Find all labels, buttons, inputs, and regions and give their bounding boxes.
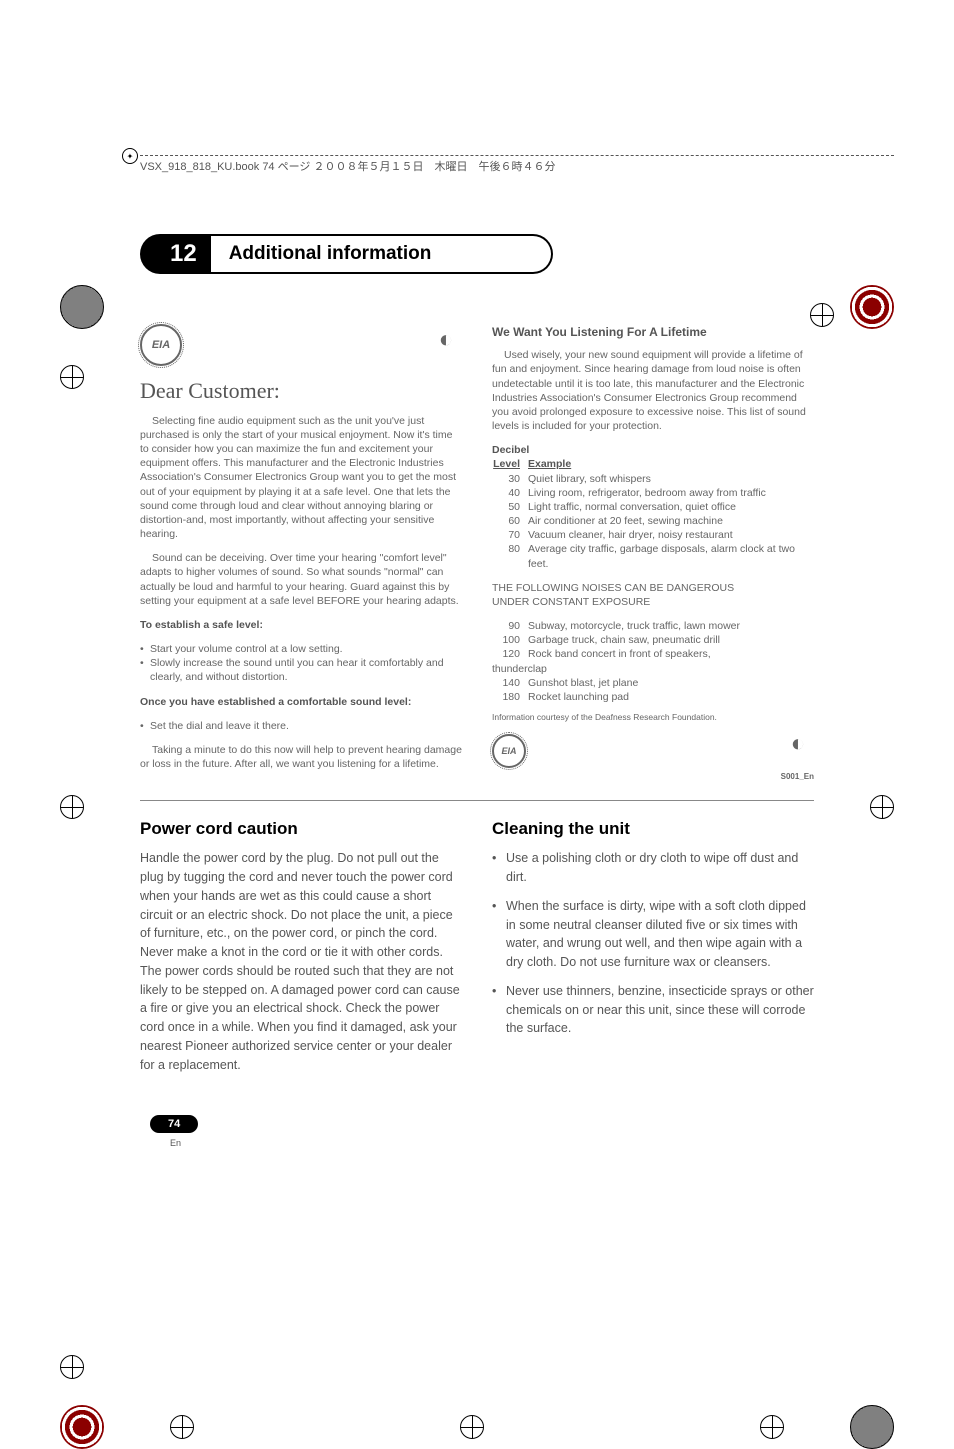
print-mark-target bbox=[60, 795, 84, 819]
table-row: 30 Quiet library, soft whispers bbox=[492, 472, 814, 486]
decibel-level: 90 bbox=[492, 619, 520, 633]
decibel-level: 40 bbox=[492, 486, 520, 500]
chapter-title: Additional information bbox=[211, 234, 554, 274]
table-row: 180 Rocket launching pad bbox=[492, 690, 814, 704]
decibel-label: Decibel bbox=[492, 443, 814, 457]
list-item: Set the dial and leave it there. bbox=[140, 719, 462, 733]
print-header-text: VSX_918_818_KU.book 74 ページ ２００８年５月１５日 木曜… bbox=[140, 158, 555, 174]
print-mark-target bbox=[870, 795, 894, 819]
page-footer: 74 En bbox=[150, 1114, 954, 1151]
table-row: 70 Vacuum cleaner, hair dryer, noisy rest… bbox=[492, 528, 814, 542]
dc-paragraph-2: Sound can be deceiving. Over time your h… bbox=[140, 551, 462, 608]
cleaning-list: Use a polishing cloth or dry cloth to wi… bbox=[492, 849, 814, 1038]
cleaning-section: Cleaning the unit Use a polishing cloth … bbox=[492, 819, 814, 1074]
column-left: EIA ◐ Dear Customer: Selecting fine audi… bbox=[140, 324, 462, 782]
danger-line-2: UNDER CONSTANT EXPOSURE bbox=[492, 595, 814, 609]
establish-list: Start your volume control at a low setti… bbox=[140, 642, 462, 685]
decibel-level: 140 bbox=[492, 676, 520, 690]
decibel-level: 180 bbox=[492, 690, 520, 704]
section-divider bbox=[140, 800, 814, 801]
salutation: Dear Customer: bbox=[140, 376, 462, 406]
list-item: Use a polishing cloth or dry cloth to wi… bbox=[492, 849, 814, 887]
table-row: 100 Garbage truck, chain saw, pneumatic d… bbox=[492, 633, 814, 647]
print-mark-mesh bbox=[60, 285, 104, 329]
table-row: 50 Light traffic, normal conversation, qu… bbox=[492, 500, 814, 514]
table-row: 40 Living room, refrigerator, bedroom awa… bbox=[492, 486, 814, 500]
power-cord-body: Handle the power cord by the plug. Do no… bbox=[140, 849, 462, 1074]
decibel-example: Vacuum cleaner, hair dryer, noisy restau… bbox=[528, 528, 814, 542]
decibel-example: Average city traffic, garbage disposals,… bbox=[528, 542, 814, 570]
establish-heading: To establish a safe level: bbox=[140, 618, 462, 632]
list-item: Never use thinners, benzine, insecticide… bbox=[492, 982, 814, 1038]
comfortable-heading: Once you have established a comfortable … bbox=[140, 695, 462, 709]
print-mark-target bbox=[170, 1415, 194, 1439]
print-mark-target bbox=[60, 365, 84, 389]
decibel-example: Rock band concert in front of speakers, bbox=[528, 647, 814, 661]
decibel-level: 80 bbox=[492, 542, 520, 570]
listening-heading: We Want You Listening For A Lifetime bbox=[492, 324, 814, 340]
decibel-example: Living room, refrigerator, bedroom away … bbox=[528, 486, 814, 500]
level-header: Level bbox=[492, 457, 520, 471]
decibel-level: 30 bbox=[492, 472, 520, 486]
decibel-example: Quiet library, soft whispers bbox=[528, 472, 814, 486]
footnote: Information courtesy of the Deafness Res… bbox=[492, 712, 814, 723]
table-row: 60 Air conditioner at 20 feet, sewing mac… bbox=[492, 514, 814, 528]
decibel-level: 70 bbox=[492, 528, 520, 542]
chapter-number: 12 bbox=[140, 234, 211, 274]
print-mark-target bbox=[460, 1415, 484, 1439]
eia-logo-small-icon: EIA bbox=[492, 734, 526, 768]
book-icon bbox=[122, 148, 138, 164]
table-row: 120 Rock band concert in front of speaker… bbox=[492, 647, 814, 661]
print-mark-ring bbox=[60, 1405, 104, 1449]
column-right: We Want You Listening For A Lifetime Use… bbox=[492, 324, 814, 782]
decibel-table-header: Level Example bbox=[492, 457, 814, 471]
print-mark-mesh bbox=[850, 1405, 894, 1449]
danger-warning: THE FOLLOWING NOISES CAN BE DANGEROUS UN… bbox=[492, 581, 814, 609]
print-mark-target bbox=[810, 303, 834, 327]
print-mark-ring bbox=[850, 285, 894, 329]
listening-paragraph: Used wisely, your new sound equipment wi… bbox=[492, 348, 814, 433]
dc-paragraph-3: Taking a minute to do this now will help… bbox=[140, 743, 462, 771]
decibel-example: Subway, motorcycle, truck traffic, lawn … bbox=[528, 619, 814, 633]
cleaning-heading: Cleaning the unit bbox=[492, 819, 814, 839]
page-lang: En bbox=[170, 1138, 181, 1148]
decibel-level: 50 bbox=[492, 500, 520, 514]
decibel-example: Rocket launching pad bbox=[528, 690, 814, 704]
print-mark-target bbox=[760, 1415, 784, 1439]
decibel-table-2: 90 Subway, motorcycle, truck traffic, law… bbox=[492, 619, 814, 662]
dc-paragraph-1: Selecting fine audio equipment such as t… bbox=[140, 414, 462, 542]
danger-line-1: THE FOLLOWING NOISES CAN BE DANGEROUS bbox=[492, 581, 814, 595]
comfortable-list: Set the dial and leave it there. bbox=[140, 719, 462, 733]
decibel-table-1: 30 Quiet library, soft whispers 40 Living r… bbox=[492, 472, 814, 571]
decibel-level: 100 bbox=[492, 633, 520, 647]
table-row: 140 Gunshot blast, jet plane bbox=[492, 676, 814, 690]
power-cord-heading: Power cord caution bbox=[140, 819, 462, 839]
print-header: VSX_918_818_KU.book 74 ページ ２００８年５月１５日 木曜… bbox=[140, 155, 894, 174]
print-mark-target bbox=[60, 1355, 84, 1379]
ear-logo-icon: ◐ bbox=[430, 328, 462, 366]
eia-logo-icon: EIA bbox=[140, 324, 182, 366]
decibel-table-3: 140 Gunshot blast, jet plane 180 Rocket lau… bbox=[492, 676, 814, 704]
decibel-example: Light traffic, normal conversation, quie… bbox=[528, 500, 814, 514]
list-item: Slowly increase the sound until you can … bbox=[140, 656, 462, 684]
power-cord-section: Power cord caution Handle the power cord… bbox=[140, 819, 462, 1074]
decibel-example: Gunshot blast, jet plane bbox=[528, 676, 814, 690]
decibel-level: 60 bbox=[492, 514, 520, 528]
table-row: 90 Subway, motorcycle, truck traffic, law… bbox=[492, 619, 814, 633]
thunderclap-text: thunderclap bbox=[492, 662, 814, 676]
example-header: Example bbox=[528, 457, 814, 471]
list-item: When the surface is dirty, wipe with a s… bbox=[492, 897, 814, 972]
decibel-example: Garbage truck, chain saw, pneumatic dril… bbox=[528, 633, 814, 647]
page-number: 74 bbox=[150, 1115, 198, 1133]
decibel-level: 120 bbox=[492, 647, 520, 661]
code-tag: S001_En bbox=[492, 772, 814, 783]
ear-logo-small-icon: ◐ bbox=[782, 732, 814, 770]
chapter-bar: 12 Additional information bbox=[140, 234, 814, 274]
list-item: Start your volume control at a low setti… bbox=[140, 642, 462, 656]
decibel-example: Air conditioner at 20 feet, sewing machi… bbox=[528, 514, 814, 528]
table-row: 80 Average city traffic, garbage disposal… bbox=[492, 542, 814, 570]
